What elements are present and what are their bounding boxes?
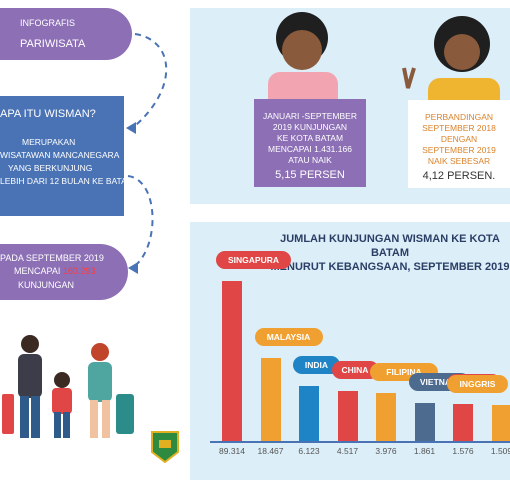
- bar-jepang: [453, 404, 473, 441]
- sign1-line: ATAU NAIK: [288, 155, 332, 165]
- definition-line: MERUPAKAN: [22, 137, 76, 147]
- september-line1: PADA SEPTEMBER 2019: [0, 253, 104, 263]
- value-label: 1.861: [413, 446, 436, 456]
- bar-india: [299, 385, 319, 441]
- bar-vietnam: [414, 402, 435, 441]
- category-label: SINGAPURA: [216, 251, 291, 269]
- sign2-percent: 4,12 PERSEN.: [422, 170, 496, 182]
- category-label: INDIA: [293, 355, 340, 374]
- value-label: 4.517: [336, 446, 359, 456]
- wisman-definition-box: APA ITU WISMAN? MERUPAKAN WISATAWAN MANC…: [0, 96, 134, 216]
- bar-china: [337, 391, 358, 441]
- bar-singapura: [222, 281, 242, 441]
- stat-card-comparison: PERBANDINGAN SEPTEMBER 2018 DENGAN SEPTE…: [408, 100, 510, 188]
- definition-line: YANG BERKUNJUNG: [8, 163, 93, 173]
- definition-line: WISATAWAN MANCANEGARA: [0, 150, 120, 160]
- sign2-line: DENGAN: [440, 134, 478, 144]
- category-label: INGGRIS: [447, 374, 508, 393]
- man-illustration: [268, 12, 338, 112]
- chart-baseline: [210, 441, 510, 443]
- bar-malaysia: [260, 358, 281, 441]
- september-line2: MENCAPAI 160.293: [14, 265, 95, 278]
- sign2-line: PERBANDINGAN: [424, 112, 493, 122]
- sign1-line: MENCAPAI 1.431.166: [268, 144, 352, 154]
- chart-title-line1: JUMLAH KUNJUNGAN WISMAN KE KOTA BATAM: [280, 233, 500, 259]
- definition-line: LEBIH DARI 12 BULAN KE BATAM: [0, 176, 134, 186]
- value-label: 3.976: [375, 446, 397, 456]
- category-label: MALAYSIA: [254, 328, 323, 347]
- sign2-line: SEPTEMBER 2019: [422, 145, 496, 155]
- infografis-header: INFOGRAFIS PARIWISATA: [0, 8, 132, 60]
- sign1-percent: 5,15 PERSEN: [275, 169, 345, 181]
- category-label: CHINA: [331, 361, 379, 380]
- september-prefix: MENCAPAI: [14, 266, 61, 276]
- sign2-line: SEPTEMBER 2018: [422, 123, 496, 133]
- bar-inggris: [491, 404, 510, 441]
- header-line1: INFOGRAFIS: [20, 18, 76, 28]
- chart-title: JUMLAH KUNJUNGAN WISMAN KE KOTA BATAM ME…: [270, 232, 510, 274]
- value-label: 89.314: [219, 446, 245, 456]
- batam-logo: [151, 431, 179, 464]
- value-label: 6.123: [298, 446, 320, 456]
- header-line2: PARIWISATA: [20, 38, 86, 50]
- bar-filipina: [376, 393, 396, 441]
- chart-title-line2: MENURUT KEBANGSAAN, SEPTEMBER 2019: [270, 261, 510, 273]
- stat-card-january-september: JANUARI -SEPTEMBER 2019 KUNJUNGAN KE KOT…: [254, 99, 366, 187]
- family-illustration: [2, 335, 134, 438]
- september-value: 160.293: [62, 266, 96, 276]
- september-line3: KUNJUNGAN: [18, 280, 75, 290]
- sign1-line: JANUARI -SEPTEMBER: [263, 111, 357, 121]
- question-title: APA ITU WISMAN?: [0, 108, 96, 120]
- sign2-line: NAIK SEBESAR: [427, 156, 491, 166]
- sign1-line: KE KOTA BATAM: [276, 133, 344, 143]
- value-label: 18.467: [257, 446, 284, 456]
- sign1-line: 2019 KUNJUNGAN: [272, 122, 348, 132]
- september-box: PADA SEPTEMBER 2019 MENCAPAI 160.293 KUN…: [0, 244, 128, 300]
- value-label: 1.509: [490, 446, 510, 456]
- value-label: 1.576: [452, 446, 474, 456]
